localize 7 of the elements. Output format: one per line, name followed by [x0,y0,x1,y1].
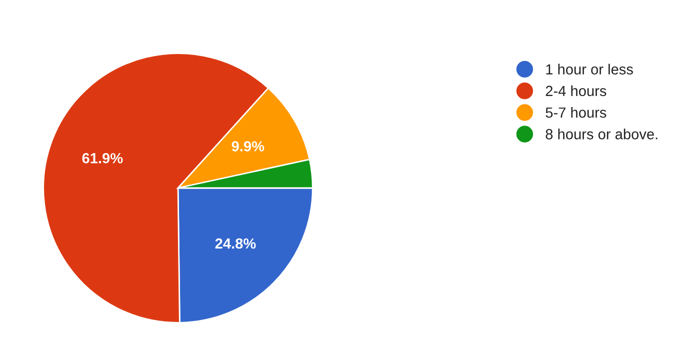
data-label: 61.9% [82,153,123,164]
data-label: 24.8% [215,238,256,249]
legend-label: 8 hours or above. [546,128,658,140]
legend-label: 2-4 hours [546,85,606,96]
legend-label: 1 hour or less [546,64,633,75]
data-label: 9.9% [232,141,264,152]
legend-label: 5-7 hours [546,107,606,118]
